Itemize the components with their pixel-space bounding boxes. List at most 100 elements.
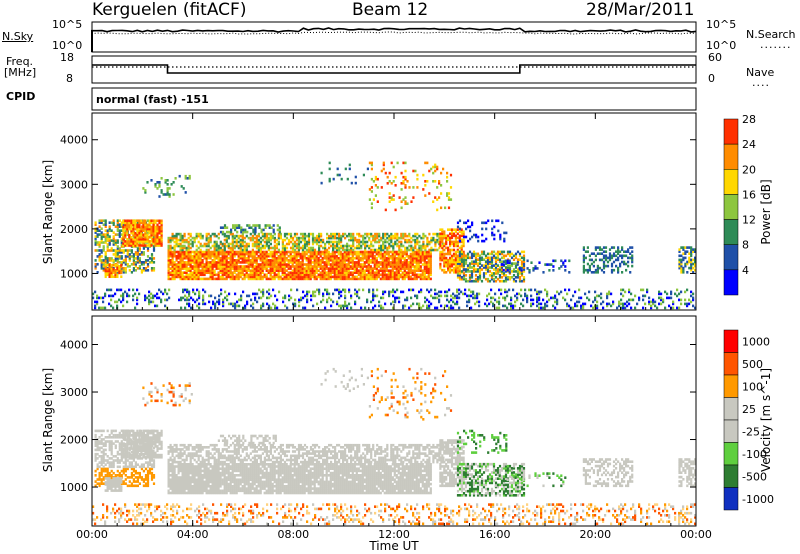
power-plot-cell	[596, 304, 599, 308]
power-plot-cell	[251, 236, 254, 240]
power-plot-cell	[187, 244, 190, 248]
power-plot-cell	[106, 229, 109, 232]
power-plot-cell	[128, 259, 131, 262]
power-plot-cell	[450, 262, 454, 266]
power-plot-cell	[427, 271, 430, 274]
power-plot-cell	[140, 271, 143, 274]
power-plot-cell	[166, 189, 169, 192]
power-plot-cell	[269, 238, 272, 242]
power-plot-cell	[658, 296, 661, 300]
power-plot-cell	[189, 256, 192, 260]
power-plot-cell	[564, 259, 567, 263]
power-plot-cell	[445, 256, 448, 260]
power-plot-cell	[241, 240, 244, 244]
power-plot-cell	[404, 177, 407, 181]
power-plot-cell	[134, 261, 137, 264]
power-plot-cell	[154, 219, 157, 223]
power-plot-cell	[486, 266, 490, 269]
power-plot-cell	[104, 255, 107, 258]
power-plot-cell	[418, 234, 421, 238]
power-plot-cell	[120, 263, 123, 267]
power-plot-cell	[414, 232, 417, 236]
power-plot-cell	[466, 268, 470, 271]
power-plot-cell	[297, 246, 301, 250]
power-plot-cell	[301, 238, 305, 242]
power-plot-cell	[407, 275, 410, 279]
power-plot-cell	[171, 271, 174, 274]
power-plot-cell	[205, 250, 208, 254]
power-plot-cell	[680, 290, 683, 294]
power-plot-cell	[108, 239, 111, 242]
power-plot-cell	[244, 230, 247, 234]
power-plot-cell	[694, 256, 697, 260]
power-plot-cell	[134, 231, 137, 235]
power-plot-cell	[249, 250, 252, 254]
power-plot-cell	[218, 294, 221, 298]
power-plot-cell	[458, 256, 461, 260]
power-plot-cell	[476, 300, 479, 304]
power-plot-cell	[540, 302, 543, 306]
power-plot-cell	[241, 250, 244, 254]
power-plot-cell	[132, 257, 135, 260]
power-plot-cell	[287, 277, 290, 281]
power-plot-cell	[273, 250, 276, 254]
power-plot-cell	[328, 292, 331, 296]
power-plot-cell	[246, 230, 249, 234]
power-plot-cell	[106, 288, 109, 292]
power-plot-cell	[377, 250, 380, 254]
power-plot-cell	[354, 302, 357, 306]
power-plot-cell	[472, 296, 475, 300]
power-plot-cell	[502, 296, 505, 300]
power-plot-cell	[642, 298, 645, 302]
power-plot-cell	[530, 294, 533, 298]
power-plot-cell	[363, 275, 366, 279]
power-plot-cell	[381, 256, 384, 260]
power-plot-cell	[191, 254, 194, 258]
power-plot-cell	[114, 225, 117, 228]
power-plot-cell	[544, 263, 547, 266]
power-plot-cell	[158, 242, 161, 245]
power-plot-cell	[644, 302, 647, 306]
power-plot-cell	[420, 236, 423, 240]
power-plot-cell	[136, 223, 139, 227]
power-plot-cell	[506, 269, 509, 272]
power-plot-cell	[142, 225, 145, 229]
power-plot-cell	[130, 236, 133, 239]
power-plot-cell	[112, 269, 115, 273]
power-plot-cell	[251, 271, 254, 274]
power-plot-cell	[350, 296, 353, 300]
power-plot-cell	[142, 229, 145, 232]
power-plot-cell	[112, 231, 115, 234]
power-plot-cell	[480, 252, 484, 256]
power-plot-cell	[232, 224, 235, 227]
power-plot-cell	[327, 254, 330, 258]
power-plot-cell	[450, 254, 454, 258]
power-plot-cell	[179, 242, 182, 246]
power-plot-cell	[223, 263, 226, 266]
power-plot-cell	[452, 271, 456, 274]
power-plot-cell	[550, 296, 553, 300]
power-plot-cell	[608, 292, 611, 296]
power-plot-cell	[181, 254, 184, 258]
power-plot-cell	[338, 248, 341, 252]
power-plot-cell	[281, 240, 284, 244]
power-plot-cell	[494, 298, 497, 302]
power-plot-cell	[287, 267, 290, 270]
power-plot-cell	[383, 261, 386, 264]
velocity-plot-cell	[98, 474, 101, 477]
power-plot-cell	[218, 298, 221, 302]
power-plot-cell	[672, 302, 675, 306]
power-plot-cell	[187, 273, 190, 277]
power-plot-cell	[321, 252, 324, 256]
power-plot-cell	[223, 277, 226, 281]
velocity-plot-cell	[98, 465, 101, 469]
power-plot-cell	[406, 202, 409, 205]
power-plot-cell	[297, 275, 300, 279]
power-plot-cell	[248, 224, 251, 227]
power-plot-cell	[420, 306, 423, 310]
power-plot-cell	[395, 256, 398, 260]
power-plot-cell	[287, 273, 290, 277]
power-plot-cell	[305, 275, 308, 279]
power-plot-cell	[405, 250, 408, 254]
power-plot-cell	[408, 244, 411, 248]
